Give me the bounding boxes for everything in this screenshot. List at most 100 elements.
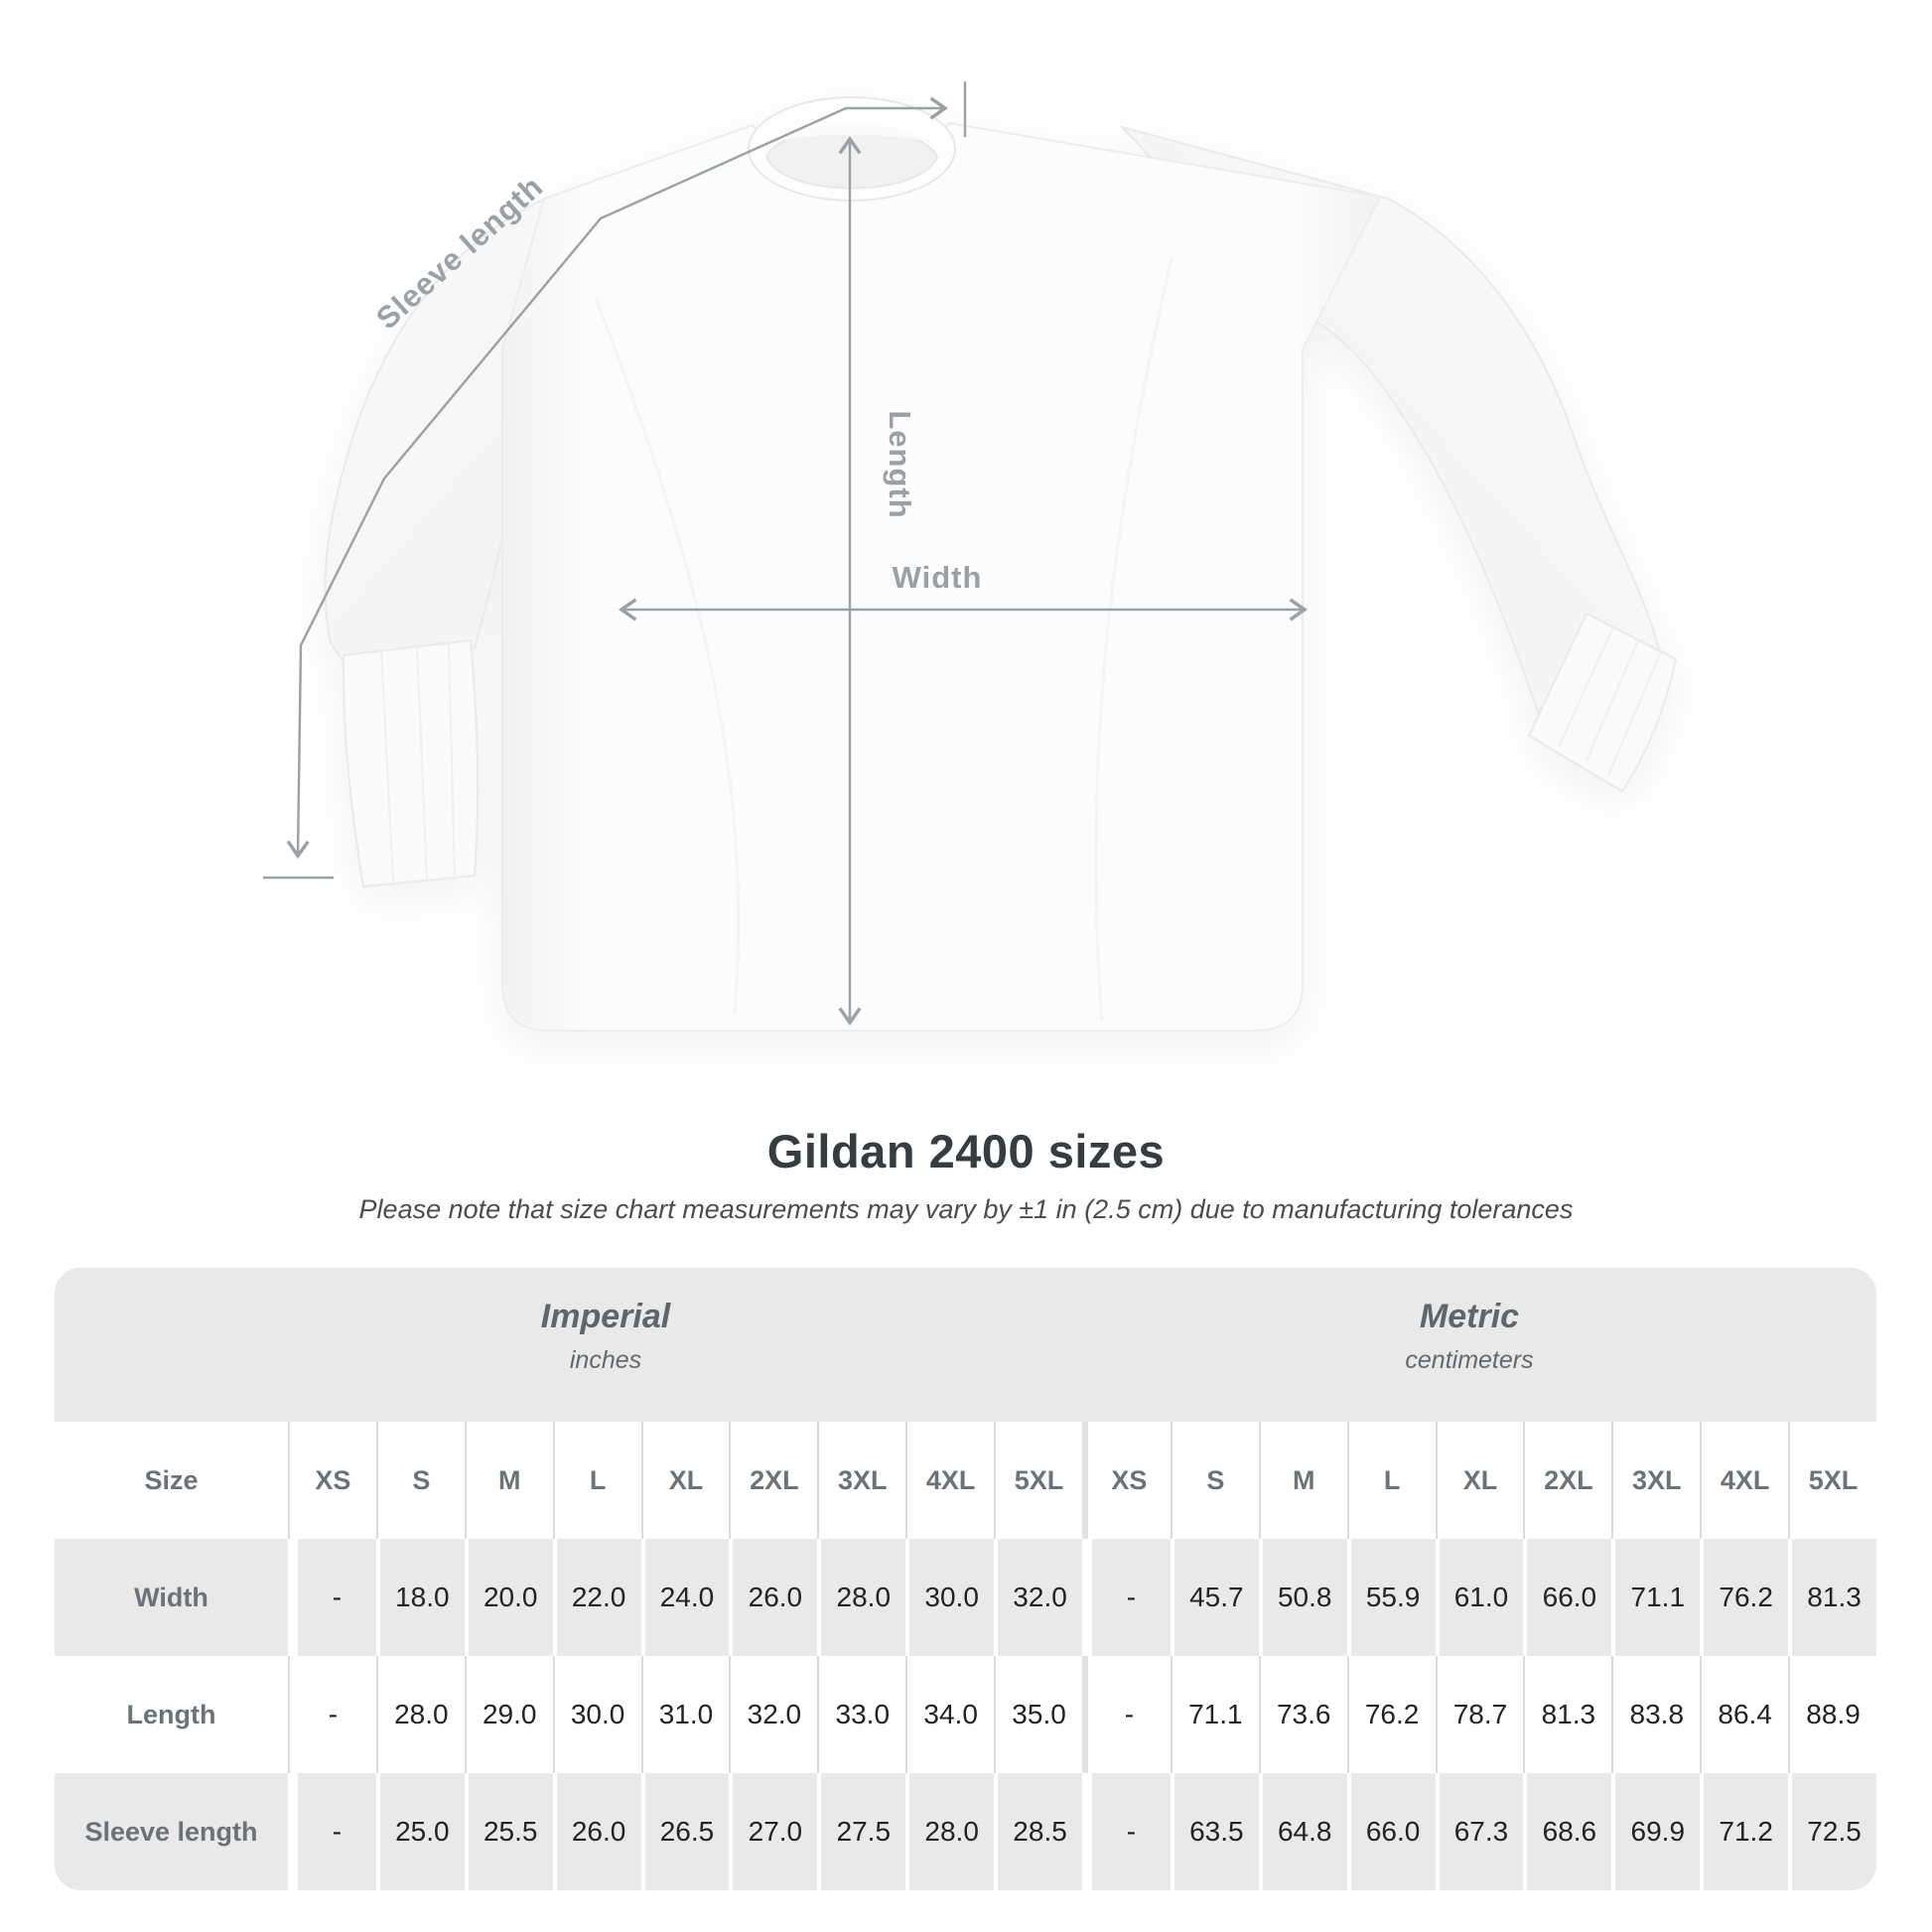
value-metric: 69.9 xyxy=(1611,1773,1701,1890)
value-metric: 81.3 xyxy=(1523,1656,1612,1773)
size-table: Imperial inches Metric centimeters Size X… xyxy=(55,1268,1876,1890)
row-label-length: Length xyxy=(55,1656,288,1773)
value-metric: 86.4 xyxy=(1700,1656,1789,1773)
value-metric: - xyxy=(1081,1773,1171,1890)
metric-unit: centimeters xyxy=(1405,1346,1534,1374)
size-header-metric-s: S xyxy=(1170,1422,1259,1539)
shirt-right-sleeve xyxy=(1118,125,1668,723)
value-imperial: 20.0 xyxy=(464,1539,553,1656)
size-header-metric-m: M xyxy=(1258,1422,1347,1539)
value-imperial: 28.0 xyxy=(905,1773,995,1890)
value-metric: 64.8 xyxy=(1258,1773,1347,1890)
value-imperial: 31.0 xyxy=(640,1656,730,1773)
size-header-metric-3xl: 3XL xyxy=(1611,1422,1701,1539)
value-metric: 71.1 xyxy=(1611,1539,1701,1656)
value-metric: 83.8 xyxy=(1611,1656,1701,1773)
value-metric: 68.6 xyxy=(1523,1773,1612,1890)
size-header-imperial-3xl: 3XL xyxy=(817,1422,906,1539)
value-metric: 72.5 xyxy=(1788,1773,1876,1890)
value-metric: 76.2 xyxy=(1700,1539,1789,1656)
value-imperial: 33.0 xyxy=(817,1656,906,1773)
value-imperial: - xyxy=(288,1773,376,1890)
size-header-imperial-s: S xyxy=(375,1422,465,1539)
value-metric: 71.1 xyxy=(1170,1656,1259,1773)
left-cuff-ribs xyxy=(380,642,456,883)
imperial-title: Imperial xyxy=(540,1298,671,1335)
imperial-unit: inches xyxy=(569,1346,642,1374)
width-label: Width xyxy=(893,560,983,595)
value-imperial: 27.5 xyxy=(817,1773,906,1890)
value-metric: 71.2 xyxy=(1700,1773,1789,1890)
value-imperial: 28.0 xyxy=(817,1539,906,1656)
heading-block: Gildan 2400 sizes Please note that size … xyxy=(0,1124,1932,1225)
size-header-imperial-xl: XL xyxy=(640,1422,730,1539)
value-metric: - xyxy=(1081,1656,1171,1773)
value-metric: 63.5 xyxy=(1170,1773,1259,1890)
value-imperial: 34.0 xyxy=(905,1656,995,1773)
size-grid: Size XS S M L XL 2XL 3XL 4XL 5XL XS S M L XL 2XL 3XL 4XL 5… xyxy=(55,1422,1876,1890)
metric-header: Metric centimeters xyxy=(1405,1298,1533,1375)
value-imperial: 35.0 xyxy=(994,1656,1082,1773)
value-metric: 55.9 xyxy=(1346,1539,1436,1656)
value-imperial: 22.0 xyxy=(552,1539,641,1656)
value-imperial: 32.0 xyxy=(994,1539,1082,1656)
size-header-imperial-2xl: 2XL xyxy=(729,1422,818,1539)
size-header-metric-l: L xyxy=(1346,1422,1436,1539)
size-column-header: Size xyxy=(55,1422,288,1539)
imperial-header: Imperial inches xyxy=(541,1298,670,1375)
value-metric: 66.0 xyxy=(1523,1539,1612,1656)
shirt-right-cuff xyxy=(1527,612,1678,793)
size-header-metric-xs: XS xyxy=(1081,1422,1171,1539)
right-cuff-ribs xyxy=(1558,626,1662,776)
sleeve-length-diagonal xyxy=(286,106,847,860)
size-header-imperial-m: M xyxy=(464,1422,553,1539)
row-label-width: Width xyxy=(55,1539,288,1656)
value-imperial: 18.0 xyxy=(375,1539,465,1656)
size-header-imperial-5xl: 5XL xyxy=(994,1422,1082,1539)
size-header-imperial-4xl: 4XL xyxy=(905,1422,995,1539)
value-metric: 76.2 xyxy=(1346,1656,1436,1773)
shirt-graphic xyxy=(324,96,1678,1032)
row-label-sleeve-length: Sleeve length xyxy=(55,1773,288,1890)
value-metric: 81.3 xyxy=(1788,1539,1876,1656)
shirt-left-cuff xyxy=(342,638,480,889)
length-label: Length xyxy=(883,410,917,518)
value-imperial: 24.0 xyxy=(640,1539,730,1656)
size-header-imperial-xs: XS xyxy=(288,1422,376,1539)
value-imperial: 32.0 xyxy=(729,1656,818,1773)
value-metric: 66.0 xyxy=(1346,1773,1436,1890)
value-imperial: 28.0 xyxy=(375,1656,465,1773)
value-imperial: 26.5 xyxy=(640,1773,730,1890)
value-imperial: 26.0 xyxy=(729,1539,818,1656)
size-header-metric-2xl: 2XL xyxy=(1523,1422,1612,1539)
value-imperial: - xyxy=(288,1656,376,1773)
value-metric: 50.8 xyxy=(1258,1539,1347,1656)
unit-header-band: Imperial inches Metric centimeters xyxy=(55,1268,1876,1422)
value-metric: 61.0 xyxy=(1435,1539,1524,1656)
size-header-metric-xl: XL xyxy=(1435,1422,1524,1539)
value-imperial: 30.0 xyxy=(552,1656,641,1773)
value-imperial: - xyxy=(288,1539,376,1656)
value-imperial: 30.0 xyxy=(905,1539,995,1656)
value-metric: 45.7 xyxy=(1170,1539,1259,1656)
size-header-imperial-l: L xyxy=(552,1422,641,1539)
measurement-annotations xyxy=(263,81,1309,1027)
value-imperial: 29.0 xyxy=(464,1656,553,1773)
value-imperial: 25.5 xyxy=(464,1773,553,1890)
value-imperial: 27.0 xyxy=(729,1773,818,1890)
body-creases xyxy=(594,257,1173,1024)
value-metric: 73.6 xyxy=(1258,1656,1347,1773)
value-imperial: 28.5 xyxy=(994,1773,1082,1890)
shirt-diagram: Sleeve length Length Width xyxy=(263,81,1678,1032)
value-imperial: 26.0 xyxy=(552,1773,641,1890)
value-metric: 78.7 xyxy=(1435,1656,1524,1773)
shirt-collar-back xyxy=(770,124,933,145)
value-imperial: 25.0 xyxy=(375,1773,465,1890)
value-metric: 88.9 xyxy=(1788,1656,1876,1773)
page-subtitle: Please note that size chart measurements… xyxy=(358,1194,1574,1224)
size-header-metric-4xl: 4XL xyxy=(1700,1422,1789,1539)
value-metric: 67.3 xyxy=(1435,1773,1524,1890)
value-metric: - xyxy=(1081,1539,1171,1656)
metric-title: Metric xyxy=(1419,1298,1520,1335)
